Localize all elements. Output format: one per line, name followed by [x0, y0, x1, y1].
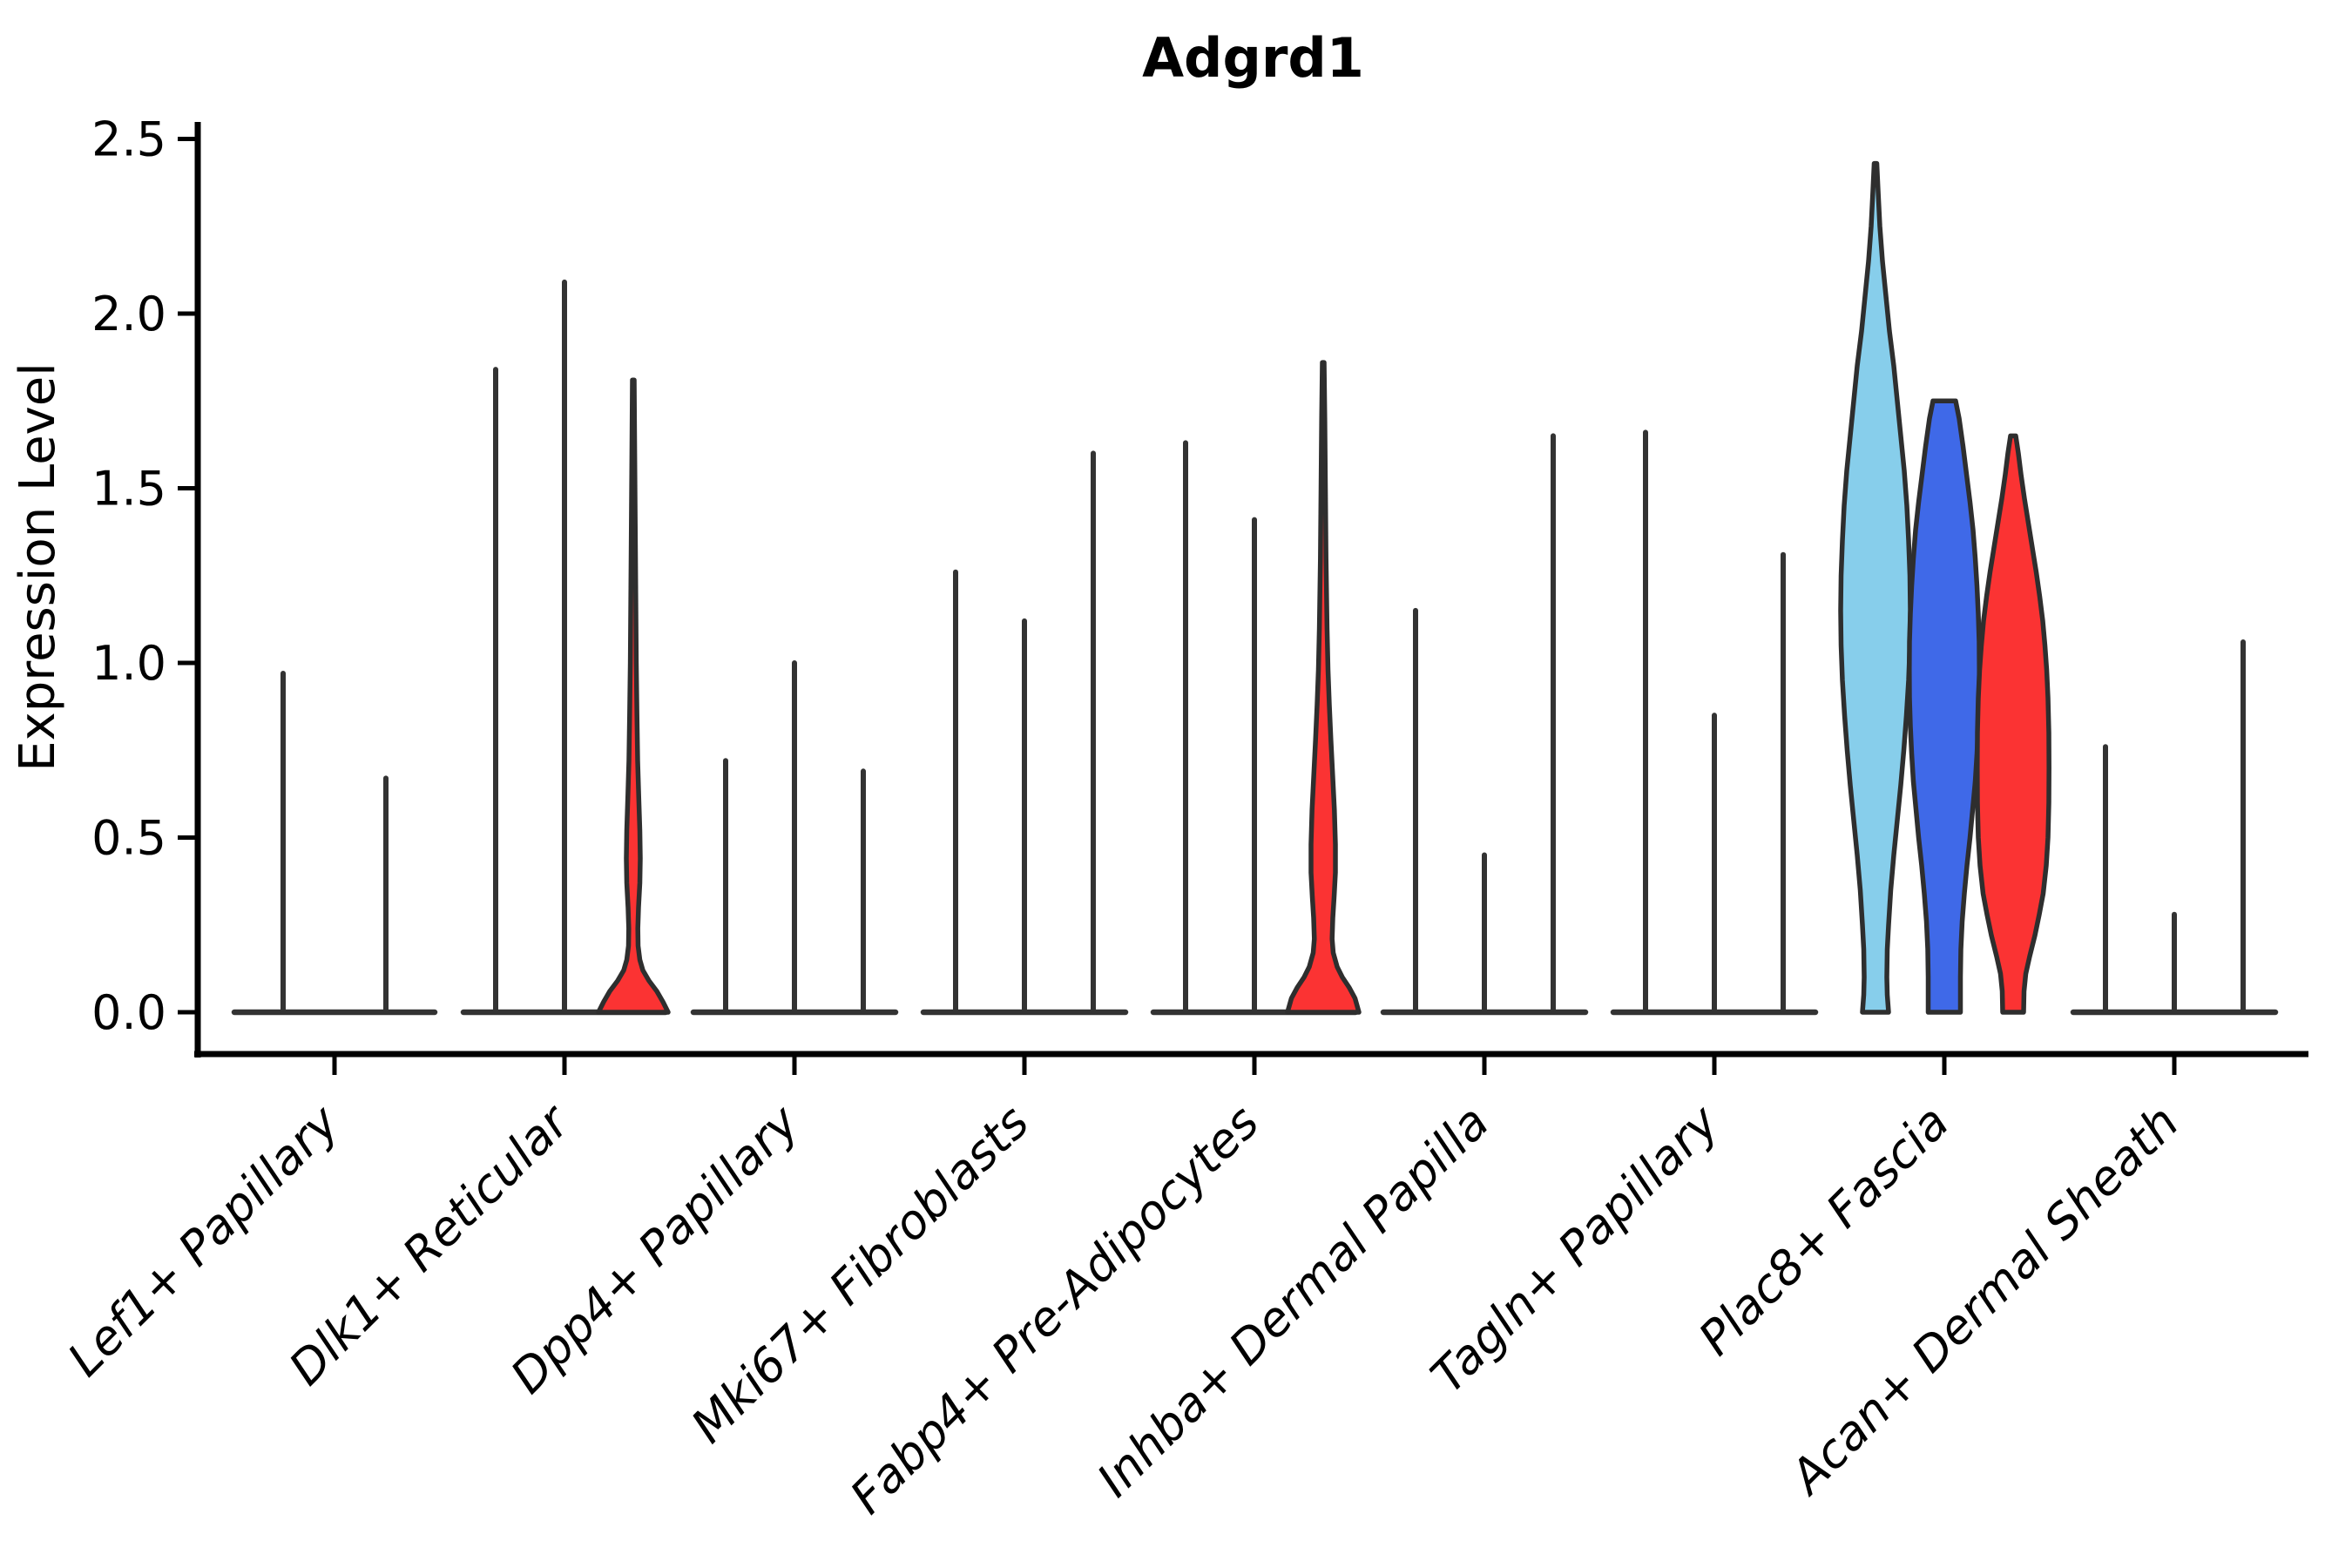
y-tick-label: 1.0	[91, 636, 166, 691]
x-tick-label: Inhba+ Dermal Papilla	[1086, 1095, 1499, 1508]
x-tick-label: Fabp4+ Pre-Adipocytes	[840, 1095, 1269, 1524]
violin-shape-red	[596, 377, 671, 1015]
y-tick-label: 0.5	[91, 811, 166, 866]
chart-title: Adgrd1	[1142, 26, 1364, 90]
violin-shape-red	[1285, 360, 1362, 1015]
x-tick-label: Plac8+ Fascia	[1688, 1095, 1959, 1366]
y-tick-label: 1.5	[91, 462, 166, 517]
x-tick-label: Acan+ Dermal Sheath	[1778, 1095, 2189, 1506]
violin-shape-red	[1975, 433, 2051, 1015]
violin-shape-skyblue	[1838, 160, 1913, 1015]
y-tick-label: 0.0	[91, 985, 166, 1040]
y-tick-label: 2.5	[91, 112, 166, 167]
y-tick-label: 2.0	[91, 287, 166, 341]
violin-shape-blue	[1907, 398, 1982, 1015]
y-axis-label: Expression Level	[10, 362, 66, 772]
